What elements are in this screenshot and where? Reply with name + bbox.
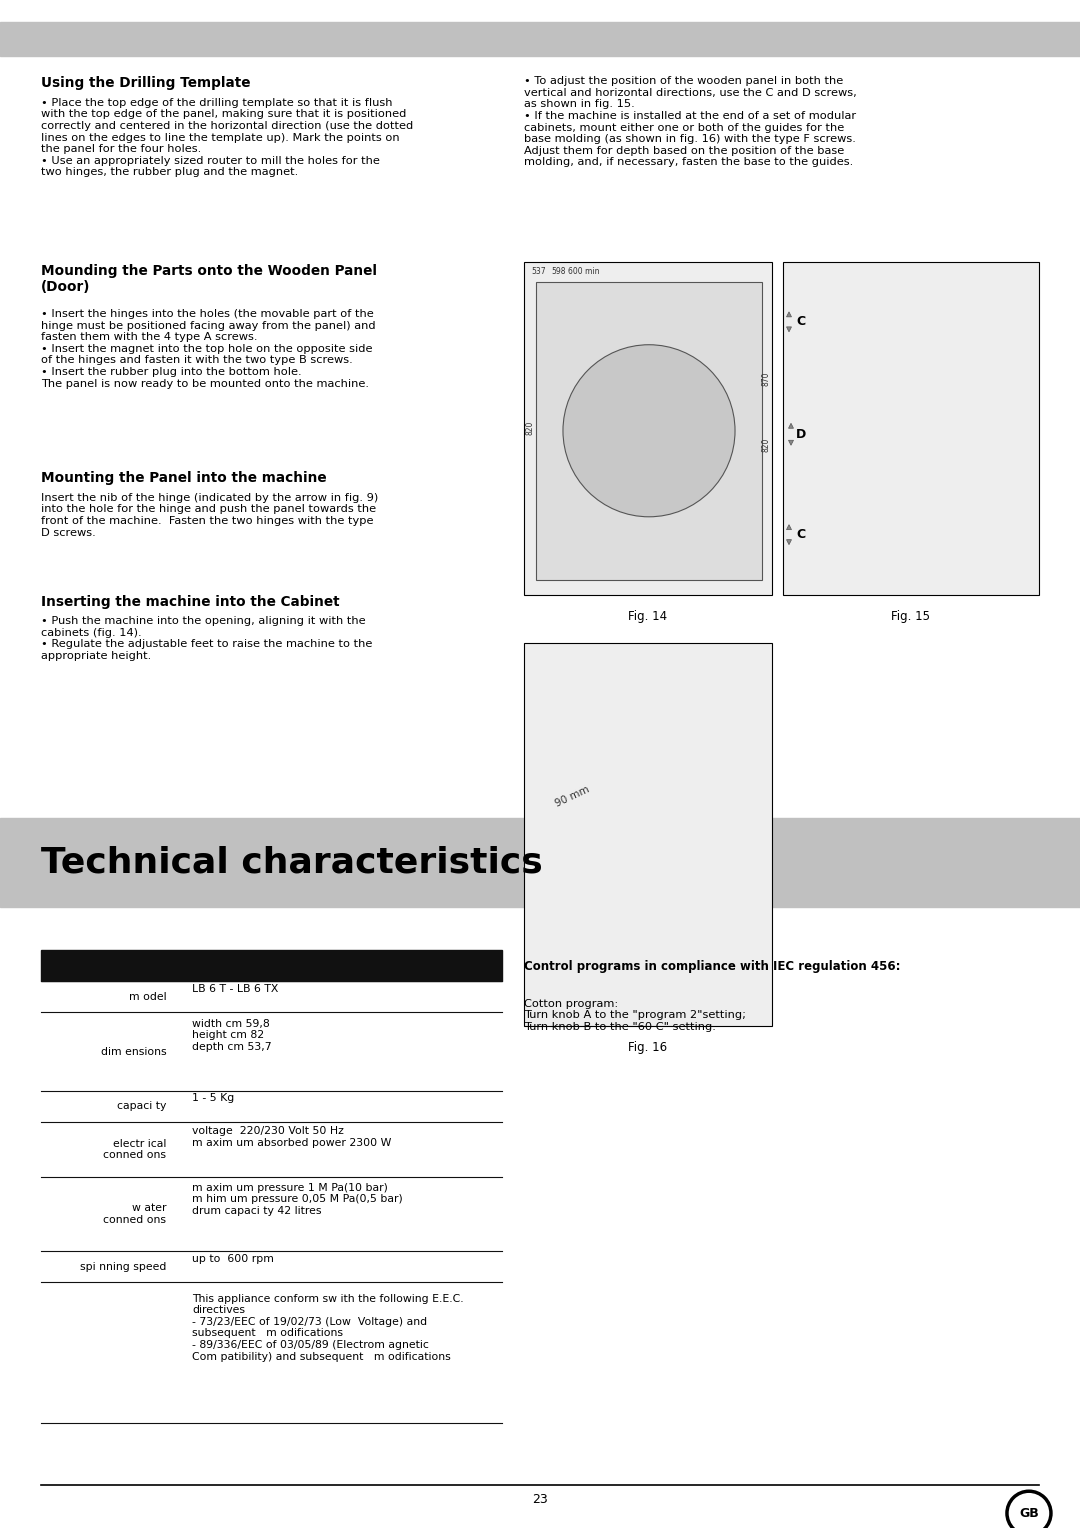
Text: Fig. 15: Fig. 15 bbox=[891, 610, 931, 623]
Text: 598: 598 bbox=[552, 267, 566, 277]
Text: 820: 820 bbox=[526, 422, 535, 435]
Text: spi nning speed: spi nning speed bbox=[80, 1262, 166, 1271]
Text: 820: 820 bbox=[761, 437, 770, 452]
Bar bbox=[0, 819, 1080, 908]
Bar bbox=[536, 283, 762, 579]
Bar bbox=[524, 261, 772, 594]
Text: electr ical
conned ons: electr ical conned ons bbox=[104, 1138, 166, 1160]
Text: Insert the nib of the hinge (indicated by the arrow in fig. 9)
into the hole for: Insert the nib of the hinge (indicated b… bbox=[41, 494, 378, 538]
Text: Mounting the Panel into the machine: Mounting the Panel into the machine bbox=[41, 471, 326, 486]
Text: • To adjust the position of the wooden panel in both the
vertical and horizontal: • To adjust the position of the wooden p… bbox=[524, 76, 856, 168]
Text: 1 - 5 Kg: 1 - 5 Kg bbox=[192, 1093, 234, 1103]
Text: • Push the machine into the opening, aligning it with the
cabinets (fig. 14).
• : • Push the machine into the opening, ali… bbox=[41, 616, 373, 660]
Text: 870: 870 bbox=[761, 371, 770, 385]
Polygon shape bbox=[786, 327, 792, 332]
Text: Inserting the machine into the Cabinet: Inserting the machine into the Cabinet bbox=[41, 594, 340, 608]
Polygon shape bbox=[786, 539, 792, 544]
Bar bbox=[41, 950, 502, 981]
Text: Fig. 16: Fig. 16 bbox=[629, 1042, 667, 1054]
Text: Mounding the Parts onto the Wooden Panel
(Door): Mounding the Parts onto the Wooden Panel… bbox=[41, 264, 377, 295]
Bar bbox=[0, 21, 1080, 55]
Text: Control programs in compliance with IEC regulation 456:: Control programs in compliance with IEC … bbox=[524, 960, 901, 973]
Polygon shape bbox=[786, 312, 792, 316]
Polygon shape bbox=[788, 440, 794, 445]
Circle shape bbox=[563, 345, 735, 516]
Text: D: D bbox=[796, 428, 807, 440]
Text: w ater
conned ons: w ater conned ons bbox=[104, 1203, 166, 1225]
Text: 600 min: 600 min bbox=[568, 267, 599, 277]
Text: m axim um pressure 1 M Pa(10 bar)
m him um pressure 0,05 M Pa(0,5 bar)
drum capa: m axim um pressure 1 M Pa(10 bar) m him … bbox=[192, 1183, 403, 1216]
Text: 537: 537 bbox=[531, 267, 546, 277]
Text: Fig. 14: Fig. 14 bbox=[629, 610, 667, 623]
Text: Cotton program:
Turn knob A to the "program 2"setting;
Turn knob B to the "60 C": Cotton program: Turn knob A to the "prog… bbox=[524, 999, 746, 1031]
Text: up to  600 rpm: up to 600 rpm bbox=[192, 1253, 274, 1264]
Text: voltage  220/230 Volt 50 Hz
m axim um absorbed power 2300 W: voltage 220/230 Volt 50 Hz m axim um abs… bbox=[192, 1126, 392, 1148]
Text: dim ensions: dim ensions bbox=[100, 1047, 166, 1056]
Bar bbox=[524, 643, 772, 1025]
Text: capaci ty: capaci ty bbox=[117, 1102, 166, 1111]
Text: This appliance conform sw ith the following E.E.C.
directives
- 73/23/EEC of 19/: This appliance conform sw ith the follow… bbox=[192, 1294, 464, 1361]
Text: Using the Drilling Template: Using the Drilling Template bbox=[41, 76, 251, 90]
Text: GB: GB bbox=[1020, 1507, 1039, 1520]
Text: Technical characteristics: Technical characteristics bbox=[41, 845, 543, 880]
Text: 23: 23 bbox=[532, 1493, 548, 1507]
Polygon shape bbox=[788, 423, 794, 428]
Text: C: C bbox=[796, 529, 805, 541]
Text: • Place the top edge of the drilling template so that it is flush
with the top e: • Place the top edge of the drilling tem… bbox=[41, 98, 414, 177]
Bar bbox=[783, 261, 1039, 594]
Text: • Insert the hinges into the holes (the movable part of the
hinge must be positi: • Insert the hinges into the holes (the … bbox=[41, 309, 376, 388]
Text: LB 6 T - LB 6 TX: LB 6 T - LB 6 TX bbox=[192, 984, 279, 993]
Text: width cm 59,8
height cm 82
depth cm 53,7: width cm 59,8 height cm 82 depth cm 53,7 bbox=[192, 1019, 272, 1051]
Text: C: C bbox=[796, 315, 805, 329]
Text: 90 mm: 90 mm bbox=[554, 784, 591, 808]
Text: m odel: m odel bbox=[129, 992, 166, 1002]
Circle shape bbox=[1007, 1491, 1051, 1528]
Polygon shape bbox=[786, 524, 792, 530]
